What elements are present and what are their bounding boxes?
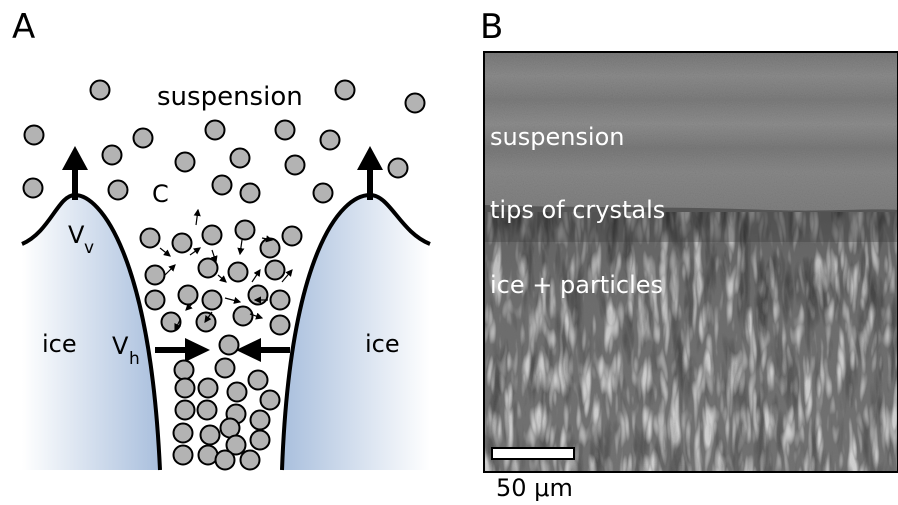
particle [196,399,218,421]
particle [239,449,261,471]
scale-bar [491,447,575,460]
particle [227,261,249,283]
label-vh-sub: h [129,349,140,369]
particle [139,227,161,249]
motion-arrow [174,319,181,332]
particle [172,444,194,466]
label-ice-particles: ice + particles [490,271,663,299]
panel-a-schematic: A suspension C V v V h ice ice [12,7,431,471]
particle [132,127,154,149]
particle [197,377,219,399]
panel-b-letter: B [480,7,503,47]
particle [174,377,196,399]
vertical-growth-arrow-right [357,146,383,200]
particle [22,177,44,199]
motion-arrow [217,274,227,283]
particle [259,237,281,259]
particle [144,289,166,311]
motion-arrow [224,296,242,304]
particle [226,381,248,403]
motion-arrow [189,247,201,256]
particle [101,144,123,166]
right-ice-outline [280,192,431,471]
particle [214,449,236,471]
particle [387,157,409,179]
particle [247,284,269,306]
particle [232,305,254,327]
motion-arrow [193,208,201,226]
particle [173,359,195,381]
motion-arrow [281,269,293,283]
right-ice-crystal [282,195,430,470]
particle [312,182,334,204]
label-suspension-a: suspension [157,82,303,112]
label-ice-right: ice [365,330,400,358]
particle [249,429,271,451]
particle [160,311,182,333]
particle [23,124,45,146]
motion-arrow [237,239,245,256]
particle [214,357,236,379]
particle [172,422,194,444]
motion-arrow [249,312,264,320]
label-concentration-c: C [152,180,169,208]
horizontal-growth-arrow-left [155,338,210,362]
particle [229,147,251,169]
particle [218,334,240,356]
motion-arrow [251,269,261,283]
motion-arrow [164,264,176,276]
panel-b-micrograph: B suspension tips of crystals ice + part… [480,7,898,502]
particles-group [22,79,426,471]
micrograph-frame [483,51,898,473]
panel-a-letter: A [12,7,35,47]
label-tips-of-crystals: tips of crystals [490,196,665,224]
particle [264,259,286,281]
particle-motion-arrows [159,208,293,332]
particle [144,264,166,286]
scale-bar-label: 50 μm [496,474,573,502]
particle [281,225,303,247]
micrograph-image [484,52,898,472]
label-vh-main: V [112,332,129,360]
particle [201,289,223,311]
motion-arrow [185,299,197,311]
label-vh: V h [112,332,140,369]
particle [234,219,256,241]
particle [225,434,247,456]
particle [204,119,226,141]
particle [274,119,296,141]
particle [89,79,111,101]
motion-arrow [159,247,171,257]
label-vv: V v [68,221,94,258]
label-ice-left: ice [42,330,77,358]
particle [249,409,271,431]
particle [334,79,356,101]
particle [197,257,219,279]
label-vv-sub: v [84,238,94,258]
particle [199,424,221,446]
particle [247,369,269,391]
vertical-growth-arrow-left [62,146,88,200]
particle [284,154,306,176]
label-suspension-b: suspension [490,123,625,151]
particle [174,151,196,173]
particle [195,311,217,333]
particle [201,224,223,246]
label-vv-main: V [68,221,85,249]
particle [404,92,426,114]
particle [259,389,281,411]
particle [319,129,341,151]
particle [171,232,193,254]
particle [239,182,261,204]
motion-arrow [210,249,218,264]
particle [107,179,129,201]
left-ice-outline [21,192,162,471]
particle [174,399,196,421]
particle [269,314,291,336]
particle [269,289,291,311]
motion-arrow [261,235,274,243]
motion-arrow [204,311,213,323]
particle [211,174,233,196]
horizontal-growth-arrow-right [236,338,290,362]
